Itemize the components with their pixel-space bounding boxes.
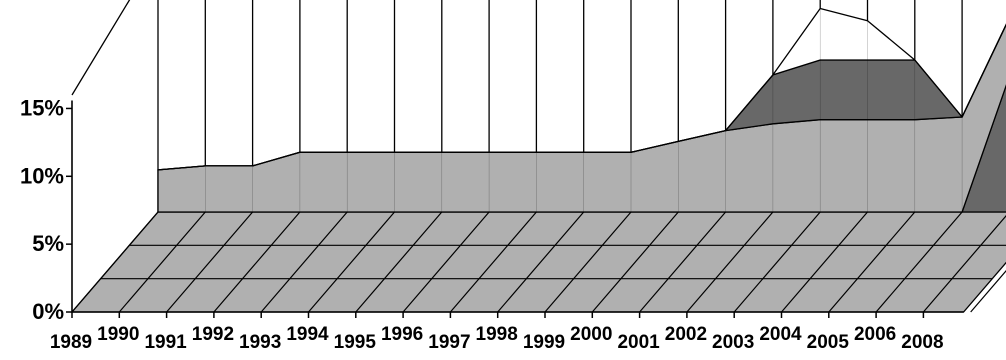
x-tick-label: 2004: [759, 324, 802, 345]
series-group: [157, 7, 1006, 213]
floor-gridline: [213, 211, 301, 313]
x-tick-label: 2006: [854, 324, 896, 345]
floor-plane: [70, 211, 1006, 313]
floor-gridline: [71, 211, 159, 313]
y-tick-label: 10%: [20, 163, 64, 188]
x-axis-ticks: 1989 1990 1991 1992 1993 1994 1995 1996 1997 1998…: [50, 312, 944, 353]
x-tick-label: 1992: [192, 324, 234, 345]
x-tick-label: 1999: [523, 332, 565, 353]
floor-gridline: [355, 211, 443, 313]
floor-gridline: [591, 211, 679, 313]
floor-gridline: [686, 211, 774, 313]
x-tick-label: 1993: [239, 332, 281, 353]
x-tick-label: 1995: [334, 332, 377, 353]
x-tick-label: 2001: [617, 332, 660, 353]
wall-left-edge: [71, 0, 131, 96]
x-tick-label: 1989: [50, 332, 92, 353]
floor-gridline: [828, 211, 916, 313]
x-tick-label: 2005: [807, 332, 850, 353]
floor-gridline: [970, 270, 1006, 313]
x-tick-label: 1994: [286, 324, 329, 345]
floor-gridline: [402, 211, 490, 313]
floor-gridline: [922, 215, 1006, 313]
floor-gridline: [733, 211, 821, 313]
chart-axes: [71, 100, 964, 313]
chart-floor: [70, 211, 1006, 313]
y-tick-label: 0%: [32, 299, 64, 324]
floor-gridline: [544, 211, 632, 313]
y-tick-label: 5%: [32, 231, 64, 256]
area-series-4: [157, 7, 1006, 171]
x-tick-label: 1990: [97, 324, 139, 345]
x-tick-label: 2000: [570, 324, 612, 345]
floor-gridline: [118, 211, 206, 313]
x-tick-label: 1991: [144, 332, 187, 353]
y-tick-label: 15%: [20, 95, 64, 120]
floor-gridline: [639, 211, 727, 313]
y-axis-ticks: 0% 5% 10% 15%: [20, 95, 72, 324]
floor-gridline: [449, 211, 537, 313]
floor-gridline: [497, 211, 585, 313]
floor-gridline: [308, 211, 395, 313]
x-tick-label: 2003: [712, 332, 754, 353]
x-tick-label: 1998: [476, 324, 518, 345]
x-tick-label: 1996: [381, 324, 423, 345]
floor-gridline: [781, 211, 868, 313]
floor-gridline: [260, 211, 348, 313]
x-tick-label: 1997: [428, 332, 470, 353]
x-tick-label: 2002: [665, 324, 707, 345]
floor-gridline: [875, 211, 963, 313]
x-tick-label: 2008: [901, 332, 943, 353]
floor-gridline: [166, 211, 254, 313]
